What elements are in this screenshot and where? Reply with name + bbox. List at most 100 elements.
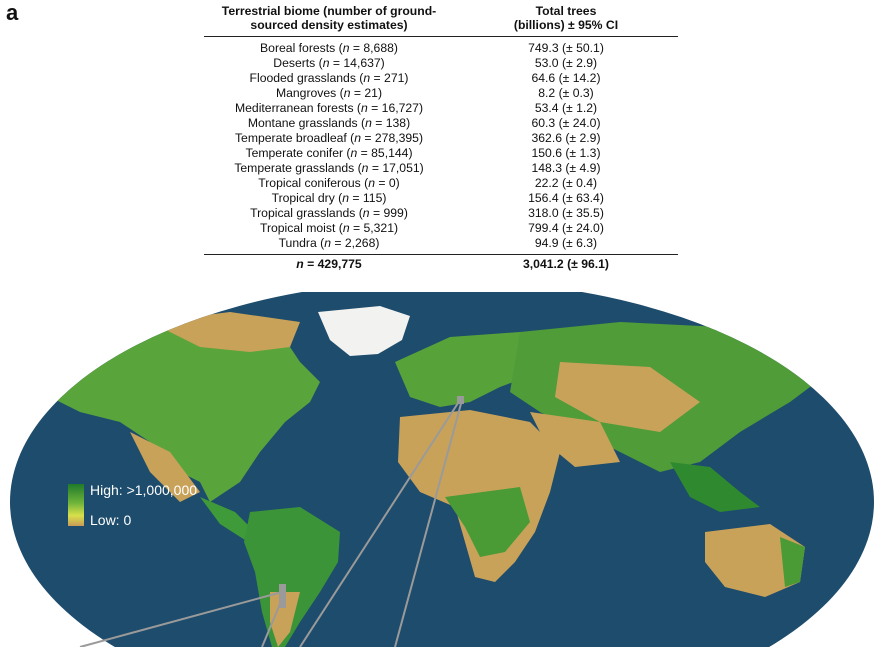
biome-n: 115: [362, 191, 383, 205]
table-row: Deserts (n = 14,637) 53.0 (± 2.9): [204, 56, 678, 71]
trees-value: 749.3: [528, 41, 559, 55]
trees-value: 799.4: [528, 221, 559, 235]
biome-n: 999: [383, 206, 404, 220]
biome-cell: Mangroves (n = 21): [275, 86, 383, 100]
trees-ci: (± 0.3): [558, 86, 594, 100]
trees-ci: (± 2.9): [565, 131, 601, 145]
table-header-row: Terrestrial biome (number of ground- sou…: [204, 4, 678, 37]
total-trees: 3,041.2 (± 96.1): [454, 254, 678, 272]
biome-n: 16,727: [381, 101, 419, 115]
header-biome-line2: sourced density estimates): [250, 18, 408, 32]
biome-cell: Tundra (n = 2,268): [278, 236, 380, 250]
trees-cell: 8.2 (± 0.3): [454, 86, 678, 101]
legend-low-label: Low: 0: [90, 512, 132, 528]
trees-value: 53.0: [534, 56, 559, 70]
biome-n: 85,144: [371, 146, 409, 160]
biome-name: Temperate conifer: [245, 146, 344, 160]
australia: [705, 524, 805, 597]
trees-value: 156.4: [528, 191, 559, 205]
leader-line-1: [299, 399, 461, 648]
trees-ci: (± 24.0): [558, 116, 601, 130]
biome-name: Mediterranean forests: [234, 101, 354, 115]
header-trees-line2: (billions) ± 95% CI: [513, 18, 619, 32]
biome-cell: Temperate broadleaf (n = 278,395): [234, 131, 424, 145]
biome-name: Tropical moist: [259, 221, 336, 235]
trees-cell: 150.6 (± 1.3): [454, 146, 678, 161]
zoom-box-south-america: [279, 584, 286, 608]
table-row: Tundra (n = 2,268) 94.9 (± 6.3): [204, 236, 678, 255]
biome-cell: Flooded grasslands (n = 271): [249, 71, 409, 85]
trees-value: 318.0: [528, 206, 559, 220]
biome-n: 271: [384, 71, 405, 85]
biome-cell: Tropical coniferous (n = 0): [258, 176, 400, 190]
trees-value: 148.3: [531, 161, 562, 175]
table-row: Tropical grasslands (n = 999) 318.0 (± 35…: [204, 206, 678, 221]
table-row: Temperate broadleaf (n = 278,395) 362.6 (…: [204, 131, 678, 146]
biome-n: 5,321: [363, 221, 394, 235]
leader-line-3: [79, 591, 283, 648]
greenland: [318, 306, 410, 356]
africa-central-forest: [445, 487, 530, 557]
biome-cell: Mediterranean forests (n = 16,727): [234, 101, 424, 115]
leader-line-2: [394, 399, 463, 648]
table-total-row: n = 429,775 3,041.2 (± 96.1): [204, 254, 678, 272]
trees-ci: (± 6.3): [561, 236, 598, 250]
header-total-trees: Total trees (billions) ± 95% CI: [454, 4, 678, 37]
trees-ci: (± 2.9): [561, 56, 598, 70]
table-row: Temperate grasslands (n = 17,051) 148.3 (…: [204, 161, 678, 176]
biome-tree-table: Terrestrial biome (number of ground- sou…: [204, 4, 678, 272]
trees-cell: 148.3 (± 4.9): [454, 161, 678, 176]
trees-ci: (± 1.2): [561, 101, 598, 115]
biome-name: Tropical coniferous: [258, 176, 361, 190]
trees-ci: (± 4.9): [565, 161, 601, 175]
table-row: Mediterranean forests (n = 16,727) 53.4 (…: [204, 101, 678, 116]
biome-n: 17,051: [382, 161, 420, 175]
zoom-leader-lines: [79, 399, 463, 648]
legend-color-bar: [68, 484, 84, 526]
trees-cell: 749.3 (± 50.1): [454, 37, 678, 57]
trees-value: 64.6: [531, 71, 556, 85]
trees-value: 53.4: [534, 101, 559, 115]
trees-ci: (± 63.4): [561, 191, 604, 205]
biome-cell: Tropical grasslands (n = 999): [250, 206, 408, 220]
trees-ci: (± 35.5): [561, 206, 604, 220]
header-biome: Terrestrial biome (number of ground- sou…: [204, 4, 454, 37]
trees-cell: 799.4 (± 24.0): [454, 221, 678, 236]
map-svg: [10, 292, 874, 648]
table-row: Tropical coniferous (n = 0) 22.2 (± 0.4): [204, 176, 678, 191]
table-body: Boreal forests (n = 8,688) 749.3 (± 50.1)…: [204, 37, 678, 255]
trees-value: 8.2: [538, 86, 556, 100]
panel-label: a: [6, 0, 19, 25]
trees-cell: 64.6 (± 14.2): [454, 71, 678, 86]
south-america-south: [270, 592, 300, 647]
table-row: Mangroves (n = 21) 8.2 (± 0.3): [204, 86, 678, 101]
table-row: Tropical moist (n = 5,321) 799.4 (± 24.0): [204, 221, 678, 236]
zoom-box-europe: [457, 396, 464, 404]
table-row: Temperate conifer (n = 85,144) 150.6 (± 1…: [204, 146, 678, 161]
biome-cell: Montane grasslands (n = 138): [247, 116, 411, 130]
trees-cell: 94.9 (± 6.3): [454, 236, 678, 255]
central-america: [200, 497, 255, 540]
trees-ci: (± 1.3): [565, 146, 601, 160]
trees-cell: 53.0 (± 2.9): [454, 56, 678, 71]
trees-value: 22.2: [534, 176, 559, 190]
southeast-asia: [670, 462, 760, 512]
biome-cell: Deserts (n = 14,637): [273, 56, 385, 70]
biome-n: 21: [364, 86, 378, 100]
table-row: Boreal forests (n = 8,688) 749.3 (± 50.1): [204, 37, 678, 57]
trees-cell: 362.6 (± 2.9): [454, 131, 678, 146]
legend-high-label: High: >1,000,000: [90, 482, 198, 498]
trees-cell: 53.4 (± 1.2): [454, 101, 678, 116]
trees-value: 60.3: [531, 116, 556, 130]
header-biome-line1: Terrestrial biome (number of ground-: [221, 4, 437, 18]
north-america-west: [130, 432, 200, 502]
trees-ci: (± 24.0): [561, 221, 604, 235]
biome-n: 138: [385, 116, 407, 130]
trees-cell: 318.0 (± 35.5): [454, 206, 678, 221]
biome-cell: Temperate conifer (n = 85,144): [245, 146, 413, 160]
trees-cell: 22.2 (± 0.4): [454, 176, 678, 191]
trees-cell: 60.3 (± 24.0): [454, 116, 678, 131]
biome-n: 14,637: [343, 56, 381, 70]
trees-value: 94.9: [534, 236, 559, 250]
table-row: Flooded grasslands (n = 271) 64.6 (± 14.2…: [204, 71, 678, 86]
